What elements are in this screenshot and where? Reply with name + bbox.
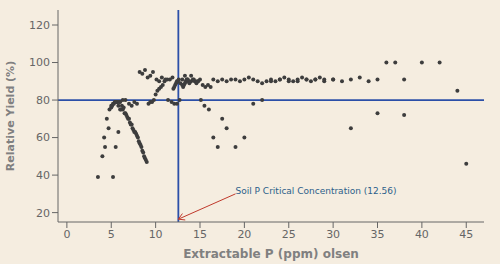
svg-text:30: 30 [326, 228, 340, 241]
svg-text:Relative Yield (%): Relative Yield (%) [8, 61, 17, 171]
svg-text:Soil P Critical Concentration: Soil P Critical Concentration (12.56) [236, 186, 397, 196]
svg-text:15: 15 [193, 228, 207, 241]
svg-text:80: 80 [36, 94, 50, 107]
svg-text:5: 5 [108, 228, 115, 241]
svg-text:35: 35 [371, 228, 385, 241]
svg-text:20: 20 [36, 207, 50, 220]
svg-text:100: 100 [29, 56, 50, 69]
svg-text:0: 0 [63, 228, 70, 241]
svg-text:60: 60 [36, 131, 50, 144]
svg-text:45: 45 [459, 228, 473, 241]
svg-text:40: 40 [36, 169, 50, 182]
svg-text:Extractable P (ppm) olsen: Extractable P (ppm) olsen [183, 247, 359, 261]
svg-text:40: 40 [415, 228, 429, 241]
svg-text:120: 120 [29, 19, 50, 32]
svg-text:25: 25 [282, 228, 296, 241]
svg-text:10: 10 [149, 228, 163, 241]
svg-text:20: 20 [237, 228, 251, 241]
